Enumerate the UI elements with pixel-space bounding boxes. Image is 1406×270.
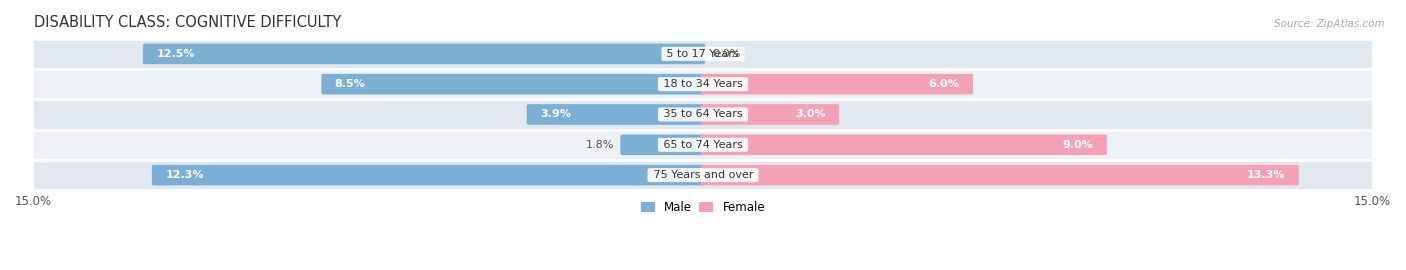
FancyBboxPatch shape	[152, 165, 706, 185]
Bar	[11, 69, 1395, 99]
FancyBboxPatch shape	[527, 104, 706, 125]
FancyBboxPatch shape	[700, 165, 1299, 185]
Bar	[11, 39, 1395, 69]
Text: 0.0%: 0.0%	[711, 49, 740, 59]
FancyBboxPatch shape	[322, 74, 706, 94]
Text: 12.3%: 12.3%	[166, 170, 204, 180]
Text: 9.0%: 9.0%	[1063, 140, 1094, 150]
FancyBboxPatch shape	[700, 104, 839, 125]
Text: Source: ZipAtlas.com: Source: ZipAtlas.com	[1274, 19, 1385, 29]
Text: 13.3%: 13.3%	[1247, 170, 1285, 180]
FancyBboxPatch shape	[700, 74, 973, 94]
FancyBboxPatch shape	[700, 134, 1107, 155]
Text: DISABILITY CLASS: COGNITIVE DIFFICULTY: DISABILITY CLASS: COGNITIVE DIFFICULTY	[34, 15, 340, 30]
Text: 3.0%: 3.0%	[796, 110, 825, 120]
Text: 1.8%: 1.8%	[585, 140, 614, 150]
Text: 8.5%: 8.5%	[335, 79, 366, 89]
Text: 5 to 17 Years: 5 to 17 Years	[664, 49, 742, 59]
Bar	[11, 130, 1395, 160]
FancyBboxPatch shape	[143, 43, 706, 64]
Legend: Male, Female: Male, Female	[636, 196, 770, 219]
FancyBboxPatch shape	[620, 134, 706, 155]
Text: 75 Years and over: 75 Years and over	[650, 170, 756, 180]
Text: 12.5%: 12.5%	[156, 49, 195, 59]
Text: 18 to 34 Years: 18 to 34 Years	[659, 79, 747, 89]
Text: 6.0%: 6.0%	[929, 79, 960, 89]
Text: 3.9%: 3.9%	[540, 110, 571, 120]
Text: 65 to 74 Years: 65 to 74 Years	[659, 140, 747, 150]
Bar	[11, 160, 1395, 190]
Bar	[11, 99, 1395, 130]
Text: 35 to 64 Years: 35 to 64 Years	[659, 110, 747, 120]
